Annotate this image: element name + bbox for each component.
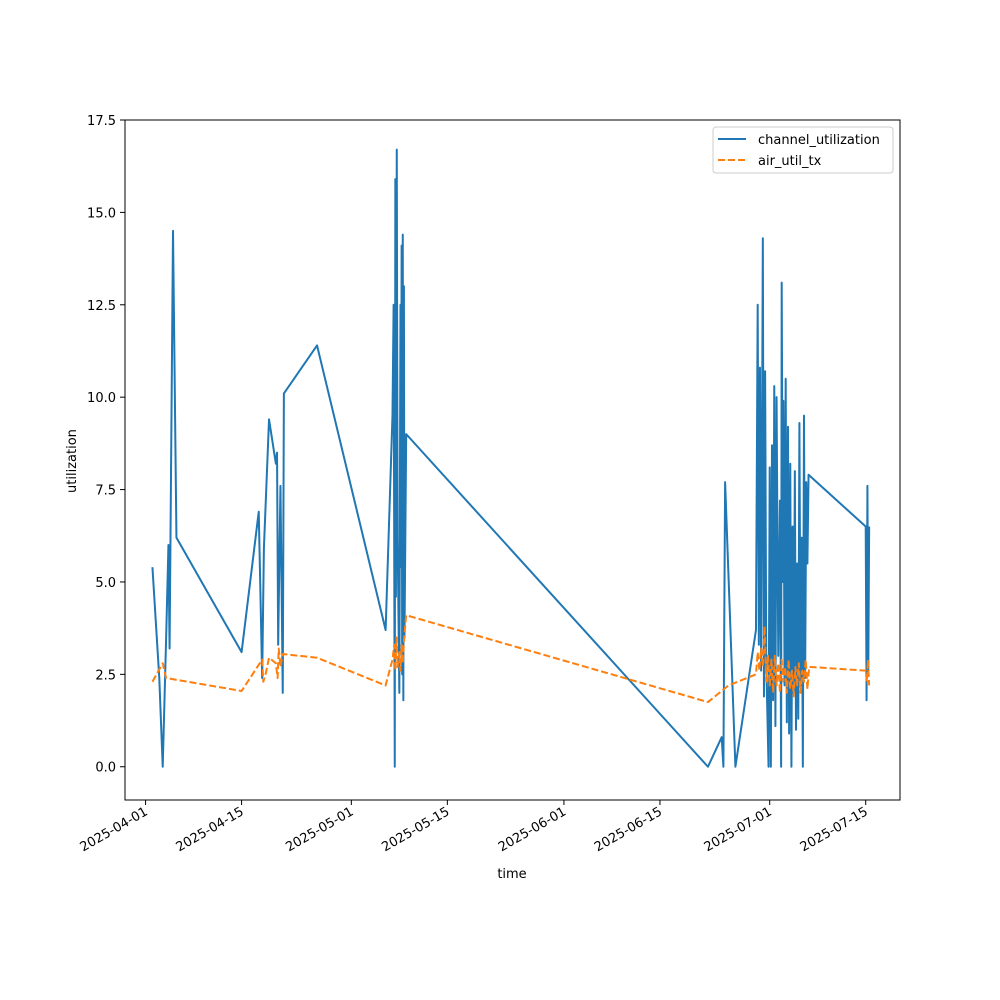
series-layer (151, 148, 871, 768)
y-tick-label: 10.0 (87, 391, 116, 406)
series-line-air-util-tx (151, 614, 871, 704)
legend: channel_utilization air_util_tx (712, 126, 894, 174)
y-axis-label: utilization (65, 429, 80, 493)
y-tick-label: 5.0 (95, 576, 116, 591)
y-tick-label: 0.0 (95, 761, 116, 776)
y-tick-label: 17.5 (87, 114, 116, 129)
y-axis: 0.0 2.5 5.0 7.5 10.0 12.5 15.0 17.5 (87, 114, 125, 776)
y-tick-label: 7.5 (95, 484, 116, 499)
y-tick-label: 2.5 (95, 668, 116, 683)
legend-label-air-util-tx: air_util_tx (758, 154, 822, 169)
legend-label-channel-utilization: channel_utilization (758, 133, 880, 148)
series-line-channel-utilization (151, 148, 871, 768)
y-tick-label: 15.0 (87, 206, 116, 221)
y-tick-label: 12.5 (87, 299, 116, 314)
x-axis-label: time (497, 867, 526, 882)
legend-box (712, 126, 894, 174)
plot-frame (124, 119, 901, 801)
